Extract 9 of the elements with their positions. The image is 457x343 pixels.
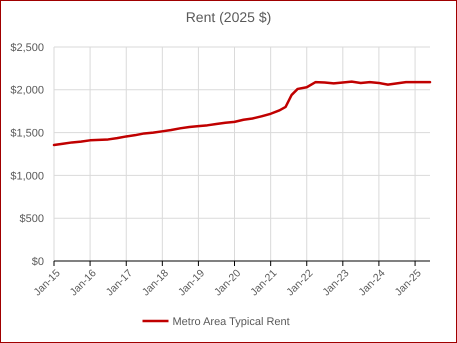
y-tick-label: $1,500 (10, 127, 44, 140)
y-tick-label: $2,500 (10, 42, 44, 54)
y-tick-label: $0 (32, 256, 44, 268)
y-tick-label: $2,000 (10, 84, 44, 97)
legend-label: Metro Area Typical Rent (172, 316, 290, 328)
line-series (52, 80, 432, 146)
y-tick-label: $500 (20, 213, 44, 226)
y-tick-label: $1,000 (10, 170, 44, 182)
chart-title: Rent (2025 $) (186, 9, 272, 25)
